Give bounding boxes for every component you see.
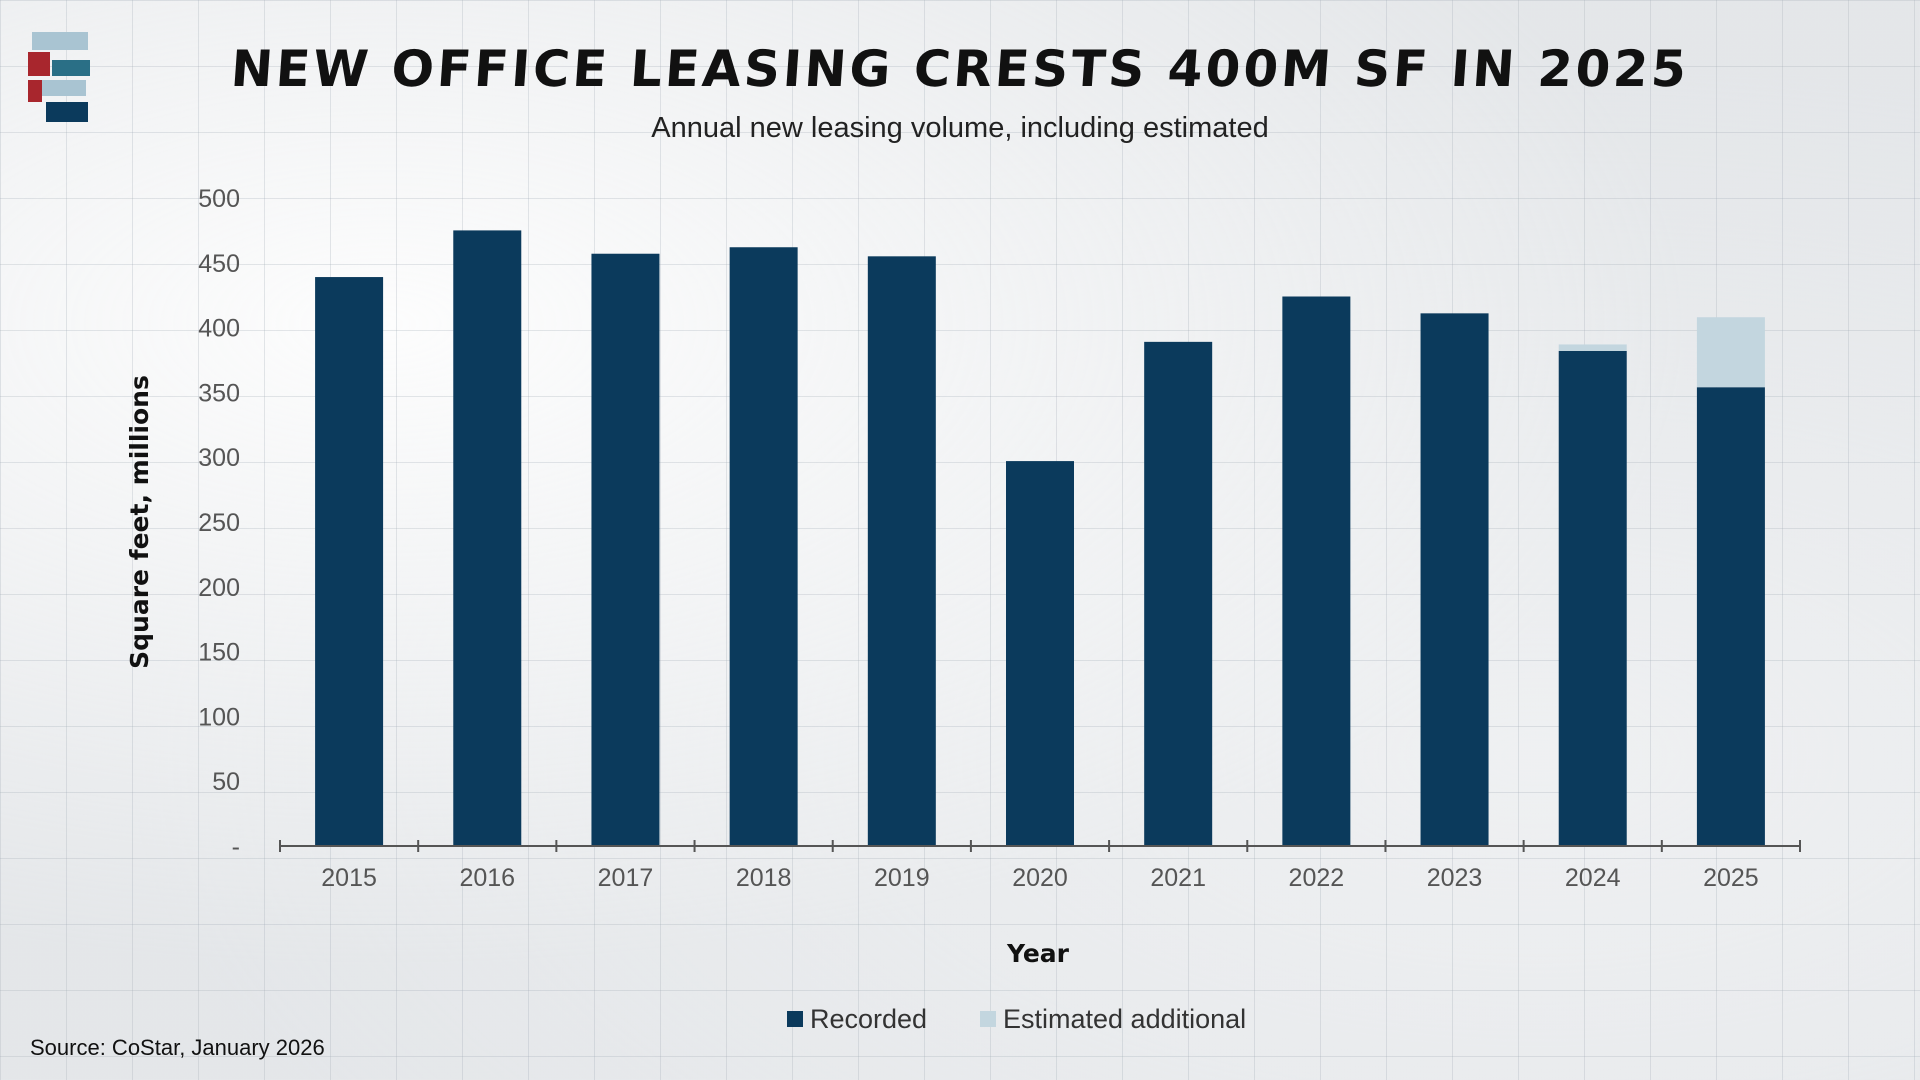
y-tick-label-350: 350 <box>198 379 240 407</box>
x-ticks: 2015 2016 2017 2018 2019 2020 2021 2022 2023 2024… <box>321 864 1758 892</box>
x-tick-label-2018: 2018 <box>736 864 792 892</box>
source-note: Source: CoStar, January 2026 <box>30 1035 325 1060</box>
y-tick-label-150: 150 <box>198 639 240 667</box>
x-axis <box>279 840 1801 852</box>
y-ticks: - 50 100 150 200 250 300 350 400 450 500 <box>198 185 240 861</box>
y-tick-label-100: 100 <box>198 703 240 731</box>
x-tick-label-2024: 2024 <box>1565 864 1621 892</box>
y-tick-label-250: 250 <box>198 509 240 537</box>
bar-recorded-2018 <box>729 247 798 847</box>
x-tick-label-2021: 2021 <box>1150 864 1206 892</box>
y-tick-label-400: 400 <box>198 315 240 343</box>
legend-label-recorded: Recorded <box>810 1004 927 1034</box>
legend-label-estimated: Estimated additional <box>1003 1004 1246 1034</box>
x-tick-label-2019: 2019 <box>874 864 930 892</box>
bar-recorded-2020 <box>1006 461 1074 846</box>
chart-subtitle: Annual new leasing volume, including est… <box>651 112 1269 144</box>
legend-swatch-recorded <box>787 1011 803 1027</box>
chart-legend: Recorded Estimated additional <box>787 1004 1246 1034</box>
x-tick-label-2025: 2025 <box>1703 864 1759 892</box>
y-tick-label-300: 300 <box>198 444 240 472</box>
bar-recorded-2021 <box>1144 341 1213 846</box>
x-axis-label: Year <box>1006 939 1070 968</box>
y-tick-label-0: - <box>232 833 240 861</box>
y-tick-label-500: 500 <box>198 185 240 213</box>
bar-recorded-2019 <box>867 256 936 846</box>
bar-recorded-2015 <box>315 277 384 846</box>
bar-estimated-2024 <box>1558 344 1627 351</box>
bar-recorded-2017 <box>591 253 660 846</box>
legend-swatch-estimated <box>980 1011 996 1027</box>
y-tick-label-450: 450 <box>198 250 240 278</box>
bar-estimated-2025 <box>1696 317 1765 388</box>
bar-recorded-2025 <box>1696 387 1765 846</box>
y-axis-label: Square feet, millions <box>125 375 154 669</box>
x-tick-label-2015: 2015 <box>321 864 377 892</box>
bars-group <box>315 230 1765 847</box>
bar-recorded-2024 <box>1558 350 1627 846</box>
bar-recorded-2016 <box>453 230 522 846</box>
brand-logo <box>28 32 90 122</box>
x-tick-label-2020: 2020 <box>1012 864 1068 892</box>
x-tick-label-2022: 2022 <box>1289 864 1345 892</box>
bar-recorded-2022 <box>1282 296 1351 847</box>
y-tick-label-50: 50 <box>212 768 240 796</box>
bar-recorded-2023 <box>1420 313 1489 846</box>
x-tick-label-2017: 2017 <box>598 864 654 892</box>
x-tick-label-2016: 2016 <box>459 864 515 892</box>
x-tick-label-2023: 2023 <box>1427 864 1483 892</box>
y-tick-label-200: 200 <box>198 574 240 602</box>
